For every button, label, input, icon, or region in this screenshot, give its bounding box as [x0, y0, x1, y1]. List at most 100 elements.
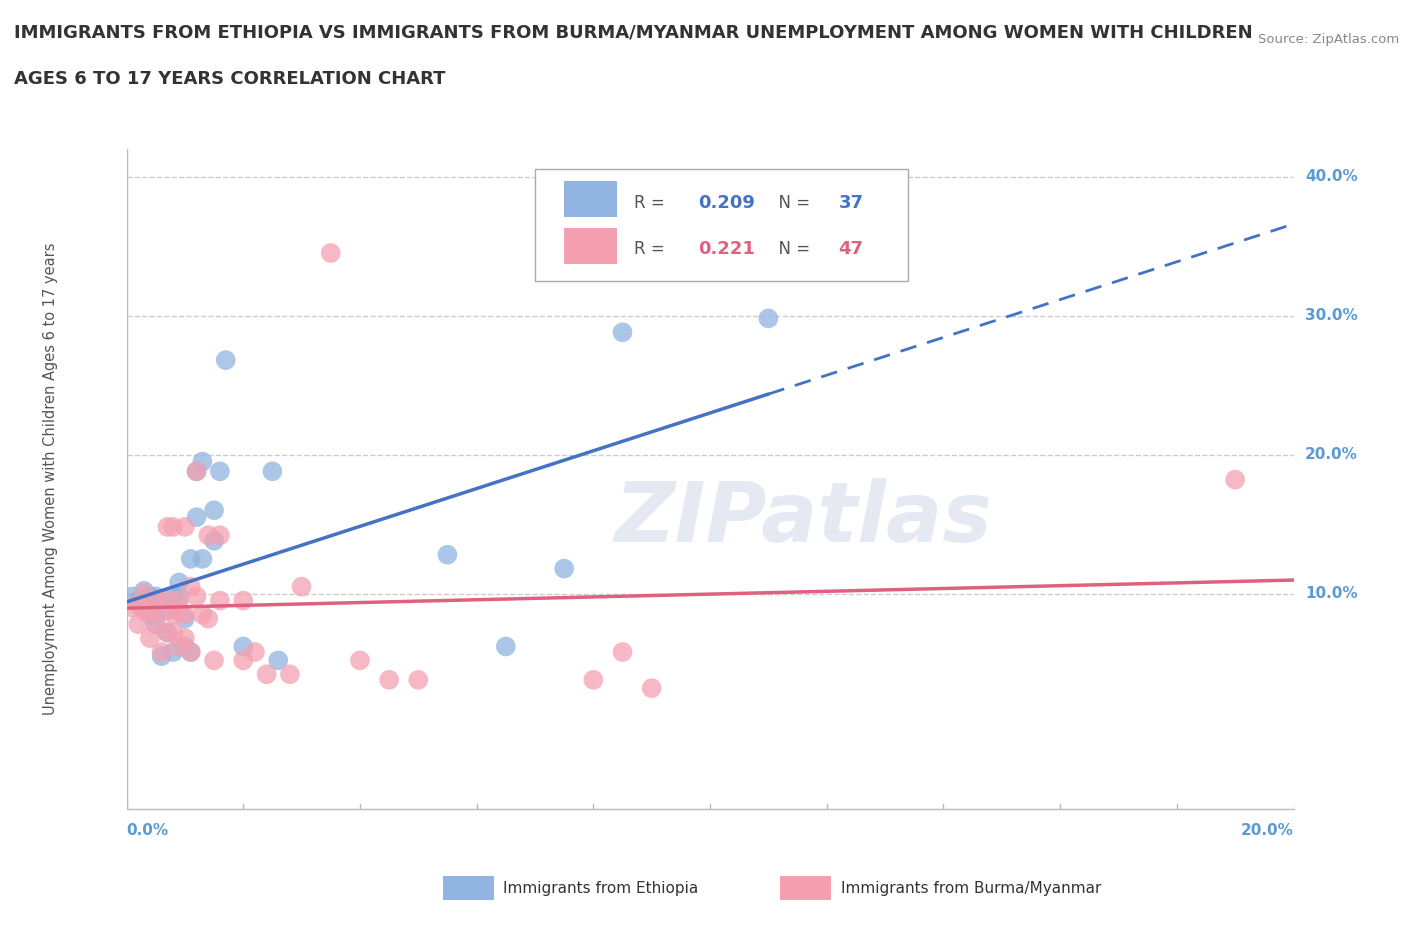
- Point: [162, 607, 184, 622]
- Point: [378, 672, 401, 687]
- Text: 20.0%: 20.0%: [1240, 823, 1294, 838]
- Point: [208, 593, 231, 608]
- Point: [174, 631, 197, 645]
- Text: 0.209: 0.209: [699, 194, 755, 212]
- Point: [167, 639, 190, 654]
- Bar: [564, 228, 617, 264]
- Point: [132, 586, 155, 601]
- Point: [180, 644, 202, 659]
- Text: N =: N =: [768, 194, 815, 212]
- Point: [150, 603, 173, 618]
- Point: [262, 464, 284, 479]
- Point: [267, 653, 290, 668]
- Text: 47: 47: [838, 241, 863, 259]
- Text: Unemployment Among Women with Children Ages 6 to 17 years: Unemployment Among Women with Children A…: [44, 243, 58, 715]
- Point: [243, 644, 266, 659]
- Point: [167, 593, 190, 608]
- Text: ZIPatlas: ZIPatlas: [614, 478, 993, 559]
- Bar: [564, 181, 617, 218]
- Point: [150, 597, 173, 612]
- FancyBboxPatch shape: [534, 168, 908, 281]
- Point: [132, 600, 155, 615]
- Point: [349, 653, 371, 668]
- Point: [180, 551, 202, 566]
- Point: [162, 625, 184, 640]
- Point: [145, 617, 167, 631]
- Point: [145, 617, 167, 631]
- Point: [132, 583, 155, 598]
- Point: [278, 667, 301, 682]
- Point: [162, 644, 184, 659]
- Point: [290, 579, 312, 594]
- Text: 40.0%: 40.0%: [1305, 169, 1358, 184]
- Text: IMMIGRANTS FROM ETHIOPIA VS IMMIGRANTS FROM BURMA/MYANMAR UNEMPLOYMENT AMONG WOM: IMMIGRANTS FROM ETHIOPIA VS IMMIGRANTS F…: [14, 23, 1253, 41]
- Point: [121, 600, 143, 615]
- Point: [139, 607, 162, 622]
- Point: [232, 593, 254, 608]
- Text: AGES 6 TO 17 YEARS CORRELATION CHART: AGES 6 TO 17 YEARS CORRELATION CHART: [14, 70, 446, 87]
- Text: Source: ZipAtlas.com: Source: ZipAtlas.com: [1258, 33, 1399, 46]
- Text: N =: N =: [768, 241, 815, 259]
- Point: [191, 454, 214, 469]
- Text: 37: 37: [838, 194, 863, 212]
- Point: [139, 589, 162, 604]
- Text: 20.0%: 20.0%: [1305, 447, 1358, 462]
- Point: [256, 667, 278, 682]
- Point: [232, 639, 254, 654]
- Point: [174, 639, 197, 654]
- Point: [174, 520, 197, 535]
- Point: [186, 510, 208, 525]
- Point: [145, 603, 167, 618]
- Point: [436, 547, 458, 562]
- Point: [408, 672, 430, 687]
- Point: [197, 611, 219, 626]
- Point: [156, 520, 179, 535]
- Point: [553, 561, 575, 576]
- Point: [156, 625, 179, 640]
- Point: [156, 603, 179, 618]
- Point: [612, 325, 634, 339]
- Point: [150, 644, 173, 659]
- Text: Immigrants from Burma/Myanmar: Immigrants from Burma/Myanmar: [841, 881, 1101, 896]
- Text: 10.0%: 10.0%: [1305, 586, 1358, 601]
- Point: [174, 611, 197, 626]
- Point: [186, 464, 208, 479]
- Text: R =: R =: [634, 241, 671, 259]
- Point: [145, 589, 167, 604]
- Point: [156, 593, 179, 608]
- Point: [640, 681, 664, 696]
- Point: [186, 589, 208, 604]
- Point: [612, 644, 634, 659]
- Point: [139, 631, 162, 645]
- Point: [208, 464, 231, 479]
- Text: 0.0%: 0.0%: [127, 823, 169, 838]
- Point: [121, 589, 143, 604]
- Point: [162, 589, 184, 604]
- Point: [150, 649, 173, 664]
- Point: [127, 597, 149, 612]
- Point: [156, 625, 179, 640]
- Point: [202, 534, 225, 549]
- Point: [202, 653, 225, 668]
- Point: [197, 528, 219, 543]
- Point: [145, 593, 167, 608]
- Point: [186, 464, 208, 479]
- Point: [167, 603, 190, 618]
- Point: [756, 311, 779, 325]
- Point: [127, 593, 149, 608]
- Point: [582, 672, 605, 687]
- Point: [180, 644, 202, 659]
- Point: [232, 653, 254, 668]
- Point: [132, 603, 155, 618]
- Point: [495, 639, 517, 654]
- Point: [1223, 472, 1246, 487]
- Point: [180, 579, 202, 594]
- Point: [202, 503, 225, 518]
- Point: [167, 589, 190, 604]
- Text: Immigrants from Ethiopia: Immigrants from Ethiopia: [503, 881, 699, 896]
- Point: [208, 528, 231, 543]
- Point: [174, 607, 197, 622]
- Point: [191, 551, 214, 566]
- Point: [215, 352, 238, 367]
- Text: 0.221: 0.221: [699, 241, 755, 259]
